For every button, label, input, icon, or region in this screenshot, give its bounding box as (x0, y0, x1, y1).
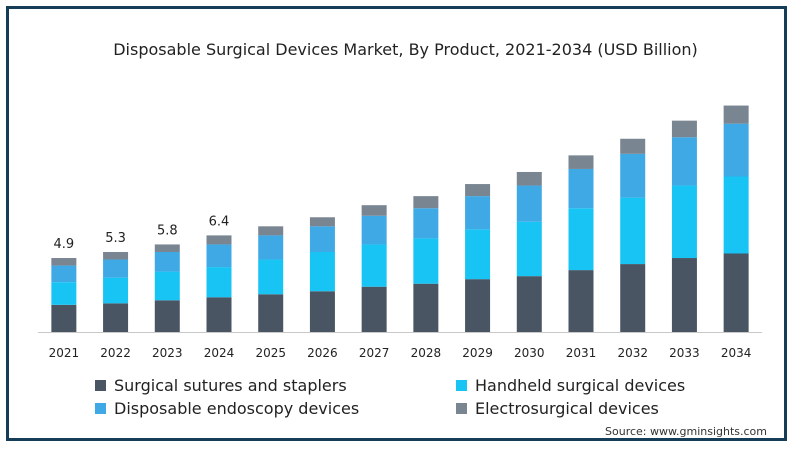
bar-segment-2021-s1 (51, 282, 77, 305)
bar-segment-2030-s1 (516, 221, 542, 277)
bar-segment-2025-s2 (258, 235, 284, 260)
bar-segment-2030-s2 (516, 185, 542, 222)
bar-segment-2024-s1 (206, 267, 232, 298)
bar-segment-2032-s2 (620, 153, 646, 198)
bar-segment-2029-s1 (465, 229, 491, 280)
bar-segment-2030-s0 (516, 276, 542, 332)
bar-segment-2029-s0 (465, 279, 491, 332)
bar-segment-2025-s0 (258, 294, 284, 332)
x-tick-label-2025: 2025 (255, 346, 286, 360)
source-note: Source: www.gminsights.com (605, 425, 767, 438)
bar-segment-2027-s1 (361, 244, 387, 287)
bar-segment-2022-s2 (103, 259, 129, 278)
data-label-2024: 6.4 (209, 214, 230, 229)
bar-segment-2030-s3 (516, 171, 542, 186)
bar-segment-2031-s2 (568, 168, 594, 209)
bar-segment-2028-s3 (413, 196, 439, 209)
bar-segment-2027-s2 (361, 215, 387, 245)
legend-label-sutures: Surgical sutures and staplers (114, 376, 347, 395)
bar-segment-2034-s0 (723, 253, 749, 332)
x-tick-label-2027: 2027 (359, 346, 390, 360)
legend-swatch-sutures (95, 380, 106, 391)
legend-label-electrosurgical: Electrosurgical devices (475, 399, 659, 418)
bar-segment-2022-s0 (103, 303, 129, 332)
chart-title: Disposable Surgical Devices Market, By P… (113, 40, 698, 59)
bar-segment-2021-s3 (51, 258, 77, 266)
bar-segment-2032-s3 (620, 138, 646, 154)
bar-segment-2028-s0 (413, 283, 439, 332)
x-tick-label-2024: 2024 (204, 346, 235, 360)
x-tick-label-2030: 2030 (514, 346, 545, 360)
x-tick-label-2031: 2031 (566, 346, 597, 360)
x-tick-label-2028: 2028 (411, 346, 442, 360)
legend-item-sutures: Surgical sutures and staplers (95, 376, 347, 395)
bar-segment-2026-s0 (309, 291, 335, 332)
legend-label-endoscopy: Disposable endoscopy devices (114, 399, 360, 418)
x-tick-label-2034: 2034 (721, 346, 752, 360)
bar-segment-2023-s2 (154, 251, 180, 272)
legend-swatch-endoscopy (95, 403, 106, 414)
bar-segment-2027-s3 (361, 205, 387, 216)
data-label-2022: 5.3 (105, 231, 126, 246)
bar-segment-2022-s1 (103, 277, 129, 304)
bar-segment-2033-s3 (671, 120, 697, 138)
bar-segment-2027-s0 (361, 286, 387, 332)
bar-segment-2034-s1 (723, 176, 749, 254)
bar-segment-2034-s2 (723, 123, 749, 177)
x-tick-label-2026: 2026 (307, 346, 338, 360)
bar-segment-2031-s1 (568, 208, 594, 271)
bar-segment-2021-s0 (51, 304, 77, 332)
legend-swatch-handheld (456, 380, 467, 391)
legend-label-handheld: Handheld surgical devices (475, 376, 686, 395)
chart-frame (6, 6, 787, 441)
bar-segment-2029-s2 (465, 196, 491, 230)
x-tick-label-2023: 2023 (152, 346, 183, 360)
bar-segment-2032-s1 (620, 197, 646, 265)
bar-segment-2026-s3 (309, 217, 335, 227)
x-tick-label-2021: 2021 (49, 346, 80, 360)
legend-item-endoscopy: Disposable endoscopy devices (95, 399, 359, 418)
bar-segment-2033-s0 (671, 258, 697, 332)
legend-item-electrosurgical: Electrosurgical devices (456, 399, 659, 418)
x-tick-label-2032: 2032 (617, 346, 648, 360)
bar-segment-2028-s2 (413, 208, 439, 239)
bar-segment-2031-s0 (568, 270, 594, 332)
data-label-2023: 5.8 (157, 223, 178, 238)
bar-segment-2024-s2 (206, 244, 232, 268)
bar-segment-2033-s1 (671, 185, 697, 259)
bar-segment-2024-s0 (206, 297, 232, 332)
x-tick-label-2033: 2033 (669, 346, 700, 360)
bar-segment-2033-s2 (671, 137, 697, 186)
bar-segment-2032-s0 (620, 264, 646, 332)
bar-segment-2023-s0 (154, 300, 180, 332)
bar-segment-2026-s2 (309, 226, 335, 252)
bar-segment-2023-s1 (154, 271, 180, 301)
bar-segment-2026-s1 (309, 251, 335, 292)
data-label-2021: 4.9 (54, 237, 75, 252)
bar-segment-2022-s3 (103, 251, 129, 260)
legend-item-handheld: Handheld surgical devices (456, 376, 685, 395)
bar-segment-2025-s3 (258, 226, 284, 236)
legend-swatch-electrosurgical (456, 403, 467, 414)
bar-segment-2024-s3 (206, 235, 232, 245)
bar-segment-2023-s3 (154, 244, 180, 252)
bar-segment-2025-s1 (258, 259, 284, 295)
bar-segment-2029-s3 (465, 184, 491, 197)
bar-segment-2028-s1 (413, 238, 439, 284)
bar-segment-2034-s3 (723, 105, 749, 124)
x-tick-label-2022: 2022 (100, 346, 131, 360)
bar-segment-2021-s2 (51, 265, 77, 283)
bar-segment-2031-s3 (568, 155, 594, 169)
x-tick-label-2029: 2029 (462, 346, 493, 360)
